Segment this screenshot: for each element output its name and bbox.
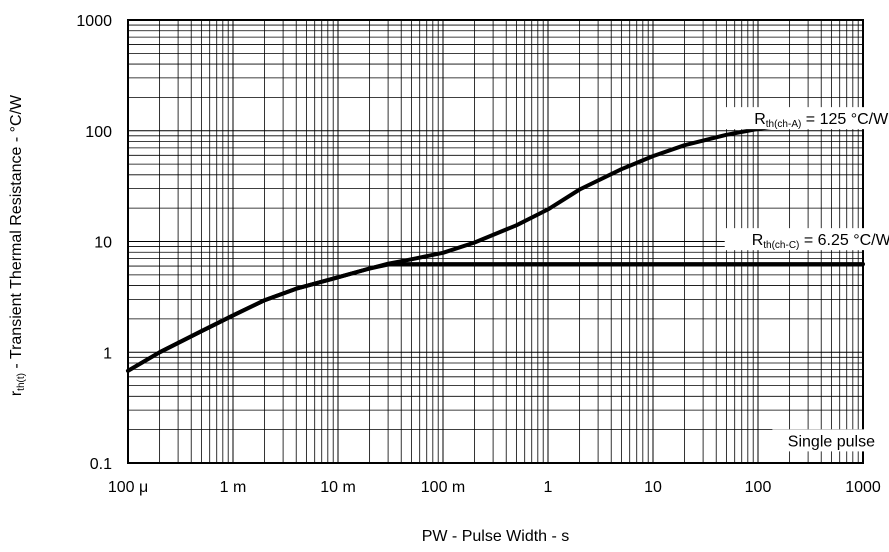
x-tick-label: 10 xyxy=(644,479,662,496)
annotation-bg xyxy=(772,429,889,452)
x-tick-label: 100 μ xyxy=(108,479,148,496)
y-tick-labels: 0.1 1 10 100 1000 xyxy=(76,13,112,473)
y-axis-title-sub: th(t) xyxy=(16,373,27,391)
y-axis-title: rth(t) - Transient Thermal Resistance - … xyxy=(8,94,27,396)
y-tick-label: 100 xyxy=(85,124,112,141)
x-axis-title: PW - Pulse Width - s xyxy=(422,528,570,545)
series-group xyxy=(126,118,865,373)
y-axis-title-main: r xyxy=(8,390,25,396)
annotation-label: Rth(ch-A) = 125 °C/W xyxy=(754,111,889,130)
annotation-bg xyxy=(724,228,889,251)
grid xyxy=(127,20,863,464)
x-tick-label: 1 m xyxy=(220,479,247,496)
x-tick-label: 100 m xyxy=(421,479,465,496)
x-tick-label: 1 xyxy=(544,479,553,496)
y-tick-label: 1 xyxy=(103,345,112,362)
y-axis-title-rest: - Transient Thermal Resistance - °C/W xyxy=(8,94,25,373)
x-tick-label: 1000 xyxy=(845,479,881,496)
y-tick-label: 10 xyxy=(94,235,112,252)
annotation-bg xyxy=(724,107,889,130)
x-tick-label: 10 m xyxy=(320,479,356,496)
y-tick-label: 1000 xyxy=(76,13,112,30)
annotation-label: Single pulse xyxy=(788,433,875,450)
series-line-2 xyxy=(126,262,865,373)
y-tick-label: 0.1 xyxy=(90,456,112,473)
x-tick-label: 100 xyxy=(745,479,772,496)
annotation-label: Rth(ch-C) = 6.25 °C/W xyxy=(752,232,889,251)
annotations: Rth(ch-A) = 125 °C/W Rth(ch-C) = 6.25 °C/… xyxy=(724,107,889,452)
x-tick-labels: 100 μ 1 m 10 m 100 m 1 10 100 1000 xyxy=(108,479,881,496)
